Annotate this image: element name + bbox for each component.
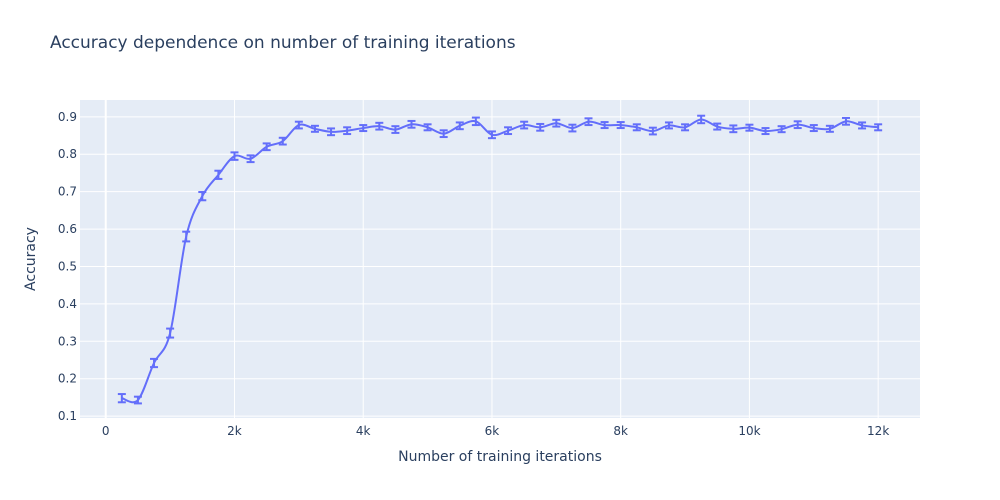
error-bar [117, 393, 126, 404]
y-tick-label: 0.9 [58, 110, 77, 124]
accuracy-series-line [121, 118, 879, 404]
x-tick-label: 8k [613, 424, 628, 438]
y-gridlines [80, 116, 920, 417]
x-tick-label: 0 [102, 424, 110, 438]
plot-background [80, 100, 920, 418]
x-tick-labels: 0 2k 4k 6k 8k 10k 12k [102, 424, 889, 438]
x-tick-label: 6k [485, 424, 500, 438]
y-tick-label: 0.1 [58, 409, 77, 423]
y-tick-label: 0.6 [58, 222, 77, 236]
y-tick-label: 0.8 [58, 147, 77, 161]
x-gridlines [104, 100, 879, 418]
chart-title: Accuracy dependence on number of trainin… [50, 33, 516, 53]
x-axis-title: Number of training iterations [398, 449, 602, 465]
y-axis-title: Accuracy [23, 227, 39, 291]
y-tick-labels: 0.1 0.2 0.3 0.4 0.5 0.6 0.7 0.8 0.9 [58, 110, 77, 423]
y-tick-label: 0.5 [58, 259, 77, 273]
y-tick-label: 0.2 [58, 372, 77, 386]
error-bar [874, 123, 883, 132]
x-tick-label: 10k [738, 424, 760, 438]
y-tick-label: 0.7 [58, 185, 77, 199]
y-tick-label: 0.3 [58, 334, 77, 348]
x-tick-label: 4k [356, 424, 371, 438]
x-tick-label: 12k [867, 424, 889, 438]
y-tick-label: 0.4 [58, 297, 77, 311]
x-tick-label: 2k [227, 424, 242, 438]
